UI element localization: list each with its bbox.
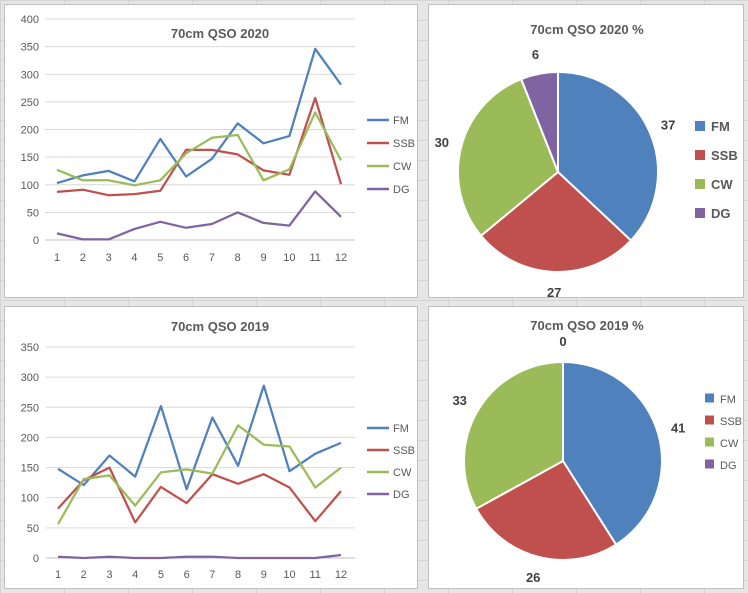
data-label-ssb: 27 — [547, 285, 561, 299]
y-tick-label: 50 — [27, 207, 39, 219]
y-tick-label: 250 — [21, 97, 39, 109]
legend-label: SSB — [720, 416, 742, 428]
y-tick-label: 150 — [21, 463, 39, 475]
pie-chart-2019-svg: 70cm QSO 2019 % 41 26 33 0 FM SSB CW DG — [452, 318, 742, 585]
legend-swatch — [705, 415, 714, 425]
x-tick-label: 12 — [335, 569, 347, 581]
legend-label: FM — [393, 115, 409, 127]
legend-label: CW — [393, 161, 412, 173]
y-tick-label: 200 — [21, 432, 39, 444]
line-chart-2020: 70cm QSO 2020 0 50 100 150 200 250 300 350 400 1 2… — [4, 4, 418, 298]
data-label-cw: 30 — [435, 135, 449, 150]
x-tick-label: 10 — [283, 569, 295, 581]
y-tick-label: 150 — [21, 152, 39, 164]
y-tick-label: 300 — [21, 372, 39, 384]
x-tick-label: 6 — [183, 252, 189, 264]
y-tick-label: 0 — [33, 235, 39, 247]
x-tick-label: 1 — [55, 569, 61, 581]
y-tick-label: 200 — [21, 125, 39, 137]
x-tick-label: 8 — [235, 569, 241, 581]
y-tick-label: 250 — [21, 402, 39, 414]
x-tick-label: 2 — [80, 252, 86, 264]
y-tick-label: 50 — [27, 523, 39, 535]
x-tick-label: 6 — [184, 569, 190, 581]
legend-label: DG — [711, 206, 731, 221]
data-label-fm: 41 — [671, 421, 685, 436]
legend-swatch — [705, 393, 714, 403]
pie-slice-cw — [457, 77, 560, 238]
data-label-ssb: 26 — [526, 570, 540, 585]
series-line-dg — [56, 190, 342, 241]
x-tick-label: 10 — [283, 252, 295, 264]
pie-slice-cw — [463, 360, 564, 511]
y-tick-label: 100 — [21, 493, 39, 505]
legend-label: FM — [711, 119, 730, 134]
x-tick-label: 9 — [261, 569, 267, 581]
legend-label: DG — [720, 460, 737, 472]
x-tick-label: 2 — [81, 569, 87, 581]
x-tick-label: 7 — [209, 569, 215, 581]
x-tick-label: 4 — [132, 569, 138, 581]
chart-title: 70cm QSO 2019 % — [530, 318, 644, 333]
x-tick-label: 11 — [309, 252, 320, 264]
legend-label: DG — [393, 489, 410, 501]
data-label-cw: 33 — [452, 393, 466, 408]
series-line-fm — [56, 47, 342, 185]
series-line-cw — [57, 424, 342, 525]
y-tick-label: 350 — [21, 42, 39, 54]
pie-chart-2019: 70cm QSO 2019 % 41 26 33 0 FM SSB CW DG — [428, 306, 744, 589]
legend-swatch — [705, 459, 714, 469]
data-label-dg: 6 — [532, 47, 539, 62]
x-tick-label: 8 — [235, 252, 241, 264]
y-tick-label: 300 — [21, 69, 39, 81]
legend-label: FM — [720, 394, 736, 406]
pie-slice-ssb — [479, 170, 633, 273]
legend-swatch — [705, 437, 714, 447]
series-line-dg — [57, 553, 342, 560]
y-tick-label: 350 — [21, 342, 39, 354]
pie-chart-2020-svg: 70cm QSO 2020 % 37 27 30 6 FM SSB CW DG — [435, 22, 738, 299]
y-tick-label: 100 — [21, 180, 39, 192]
legend-label: DG — [393, 184, 410, 196]
legend-label: CW — [720, 438, 739, 450]
x-tick-label: 5 — [157, 252, 163, 264]
chart-title: 70cm QSO 2020 % — [530, 22, 644, 37]
legend-label: SSB — [393, 138, 415, 150]
chart-title: 70cm QSO 2019 — [171, 319, 269, 334]
pie-slice-dg — [519, 70, 559, 173]
legend-swatch — [695, 208, 705, 218]
legend-label: CW — [393, 467, 412, 479]
pie-slice-ssb — [474, 459, 618, 561]
legend-label: SSB — [393, 445, 415, 457]
x-tick-label: 1 — [54, 252, 60, 264]
x-tick-label: 7 — [209, 252, 215, 264]
x-tick-label: 9 — [260, 252, 266, 264]
x-tick-label: 3 — [106, 252, 112, 264]
pie-chart-2020: 70cm QSO 2020 % 37 27 30 6 FM SSB CW DG — [428, 4, 744, 299]
y-tick-label: 0 — [33, 553, 39, 565]
x-tick-label: 3 — [106, 569, 112, 581]
series-line-ssb — [57, 466, 342, 524]
legend-label: FM — [393, 423, 409, 435]
series-line-cw — [56, 111, 342, 187]
chart-title: 70cm QSO 2020 — [171, 26, 269, 41]
pie-slice-fm — [557, 70, 659, 242]
legend-swatch — [695, 150, 705, 160]
series-line-fm — [57, 384, 342, 491]
x-tick-label: 4 — [131, 252, 137, 264]
legend-label: SSB — [711, 148, 738, 163]
legend-swatch — [695, 179, 705, 189]
legend-label: CW — [711, 177, 733, 192]
x-tick-label: 5 — [158, 569, 164, 581]
line-chart-2019: 70cm QSO 2019 0 50 100 150 200 250 300 350 1 2 3 4 5… — [4, 306, 418, 589]
x-tick-label: 11 — [310, 569, 321, 581]
data-label-dg: 0 — [559, 334, 566, 349]
legend-swatch — [695, 121, 705, 131]
data-label-fm: 37 — [661, 117, 675, 132]
y-tick-label: 400 — [21, 14, 39, 26]
x-tick-label: 12 — [335, 252, 347, 264]
